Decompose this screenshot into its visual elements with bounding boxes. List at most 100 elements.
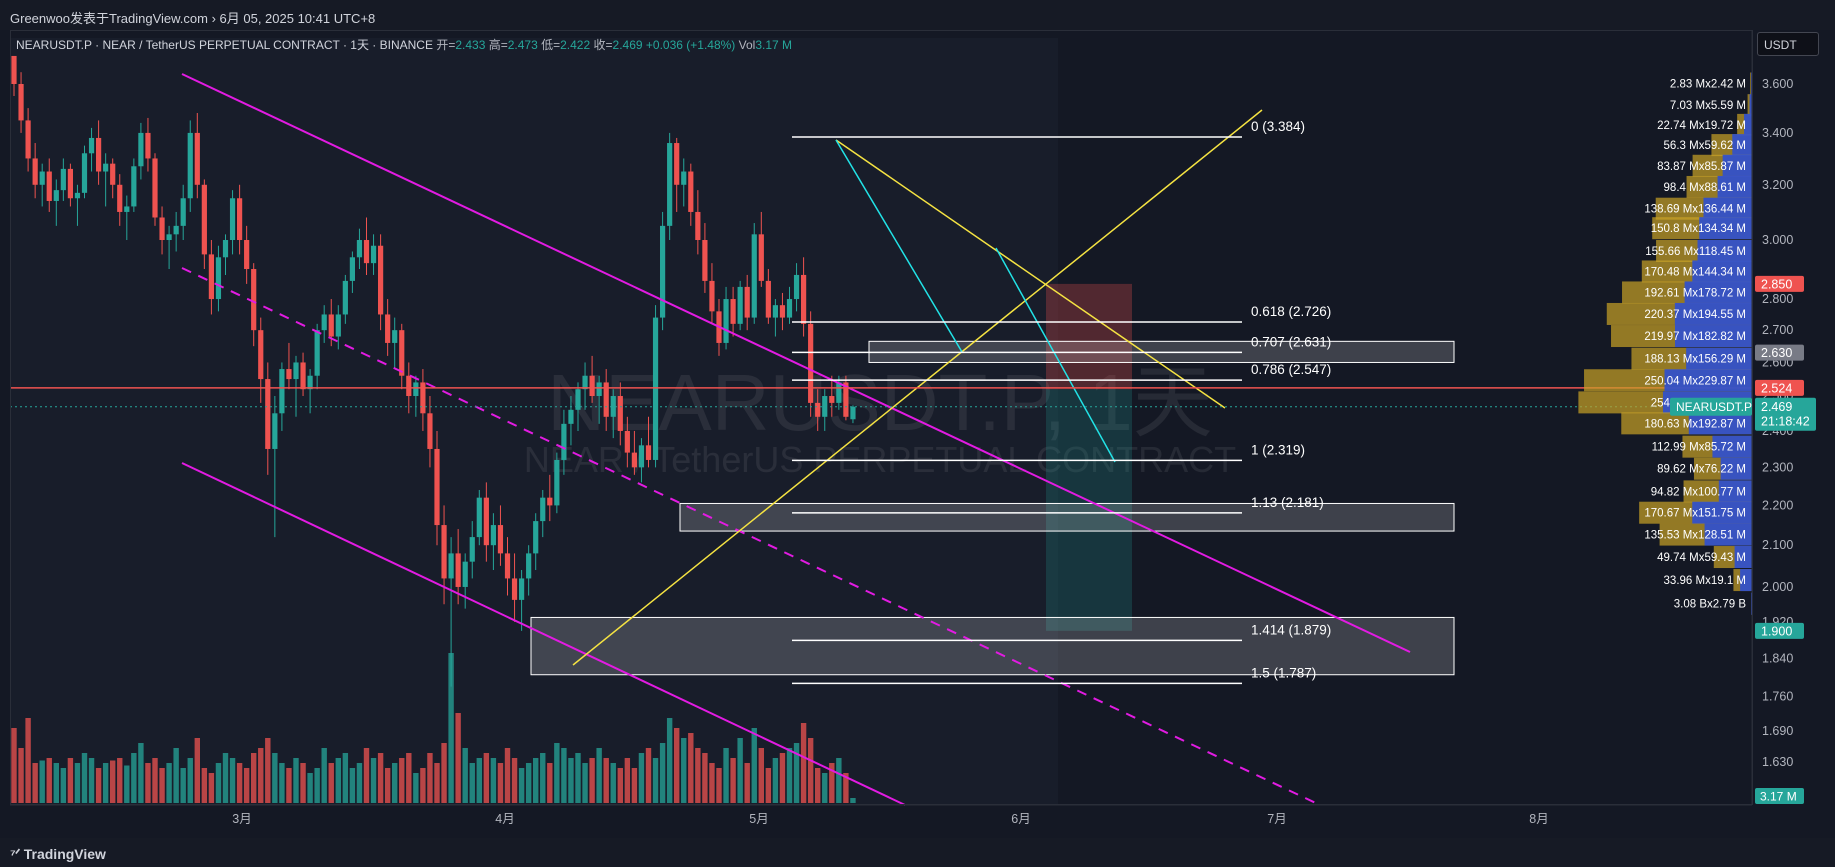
- low-label: 低=: [541, 38, 561, 52]
- volume-bar: [807, 738, 814, 803]
- currency-selector[interactable]: USDT: [1757, 32, 1819, 56]
- volume-bar: [180, 768, 186, 803]
- time-axis-tick: 8月: [1529, 812, 1548, 826]
- candle-body: [533, 521, 539, 554]
- volume-profile-label: 220.37 Mx194.55 M: [1644, 309, 1746, 321]
- price-axis-tick: 1.690: [1762, 724, 1793, 738]
- cyan-line-2: [995, 247, 1116, 463]
- candle-body: [730, 299, 736, 324]
- target-price-text: 1.900: [1761, 624, 1792, 638]
- volume-bar: [342, 753, 349, 803]
- close-value: 2.469: [612, 38, 643, 52]
- volume-bar: [215, 763, 222, 803]
- volume-bar: [166, 763, 172, 803]
- volume-bar: [681, 738, 687, 803]
- candle-body: [617, 396, 623, 431]
- candle-body: [638, 445, 645, 468]
- time-axis-tick: 3月: [232, 812, 251, 826]
- candle-body: [469, 537, 475, 562]
- candle-body: [180, 198, 186, 226]
- volume-bar: [476, 758, 482, 803]
- volume-profile-bar-blue: [1712, 435, 1752, 458]
- candle-body: [483, 497, 489, 546]
- volume-bar: [652, 758, 659, 803]
- volume-bar: [779, 753, 786, 803]
- price-axis-tick: 2.100: [1762, 538, 1793, 552]
- candle-body: [32, 158, 38, 185]
- low-value: 2.422: [560, 38, 591, 52]
- volume-profile-label: 2.83 Mx2.42 M: [1670, 79, 1746, 91]
- volume-bar: [335, 758, 341, 803]
- candle-body: [356, 240, 363, 258]
- candle-body: [201, 184, 207, 255]
- candle-body: [215, 257, 222, 300]
- price-tag: [1755, 275, 1804, 292]
- volume-profile-bar-blue: [1703, 197, 1752, 220]
- volume-bar: [279, 763, 285, 803]
- volume-bar: [772, 758, 779, 803]
- volume-bar: [547, 763, 553, 803]
- candle-body: [74, 192, 81, 199]
- candle-body: [378, 245, 384, 315]
- candle-body: [660, 225, 666, 318]
- candle-body: [786, 299, 793, 318]
- volume-bar: [321, 748, 327, 803]
- candle-body: [173, 225, 179, 235]
- volume-bar: [589, 758, 595, 803]
- candle-body: [843, 382, 849, 417]
- candle-body: [589, 375, 595, 397]
- volume-bar: [504, 748, 511, 803]
- volume-profile-bar-blue: [1692, 260, 1752, 283]
- volume-profile-bar-blue: [1717, 175, 1752, 198]
- volume-profile-label: 170.48 Mx144.34 M: [1644, 266, 1746, 278]
- volume-bar: [582, 763, 588, 803]
- volume-bar: [737, 738, 743, 803]
- volume-value: 3.17 M: [755, 38, 793, 52]
- volume-profile-label: 7.03 Mx5.59 M: [1670, 100, 1746, 112]
- symbol-description: NEARUSDT.P · NEAR / TetherUS PERPETUAL C…: [16, 38, 433, 52]
- candle-body: [237, 198, 243, 241]
- volume-bar: [187, 758, 193, 803]
- time-axis-tick: 4月: [495, 812, 514, 826]
- price-axis-tick: 1.630: [1762, 755, 1793, 769]
- volume-bar: [490, 758, 497, 803]
- candle-body: [582, 375, 588, 390]
- zone-1414: [530, 616, 1455, 676]
- price-axis-tick: 3.200: [1762, 178, 1793, 192]
- volume-profile-bar-blue: [1675, 325, 1752, 348]
- volume-profile-label: 112.99 Mx85.72 M: [1652, 442, 1746, 454]
- candle-body: [547, 497, 553, 506]
- tradingview-logo[interactable]: ⁷ᐟ TradingView: [10, 846, 106, 863]
- volume-bar: [674, 728, 680, 803]
- price-axis-tick: 1.760: [1762, 689, 1793, 703]
- cyan-line-1: [835, 139, 963, 353]
- candle-body: [568, 409, 574, 424]
- volume-bar: [497, 763, 504, 803]
- candle-body: [631, 452, 637, 468]
- candle-body: [476, 497, 482, 538]
- volume-profile-bar-blue: [1684, 281, 1752, 304]
- candle-body: [462, 561, 468, 587]
- candle-body: [103, 163, 109, 172]
- volume-bar: [11, 728, 17, 803]
- volume-bar: [243, 768, 250, 803]
- candle-body: [737, 286, 743, 324]
- volume-profile-label: 170.67 Mx151.75 M: [1644, 508, 1746, 520]
- volume-profile-label: 219.97 Mx182.82 M: [1644, 331, 1746, 343]
- volume-profile-label: 22.74 Mx19.72 M: [1657, 120, 1746, 132]
- volume-bar: [173, 748, 179, 803]
- volume-bar: [392, 763, 398, 803]
- candle-body: [695, 211, 701, 241]
- volume-bar: [765, 768, 772, 803]
- volume-bar: [540, 753, 546, 803]
- candle-body: [67, 168, 73, 199]
- volume-bar: [427, 753, 433, 803]
- channel-lower-line: [181, 462, 906, 806]
- candle-body: [335, 314, 341, 337]
- candle-body: [420, 382, 426, 414]
- short-target-zone: [1046, 389, 1132, 631]
- volume-profile-bar-blue: [1744, 113, 1752, 136]
- volume-bar: [793, 743, 800, 803]
- candle-body: [829, 396, 835, 403]
